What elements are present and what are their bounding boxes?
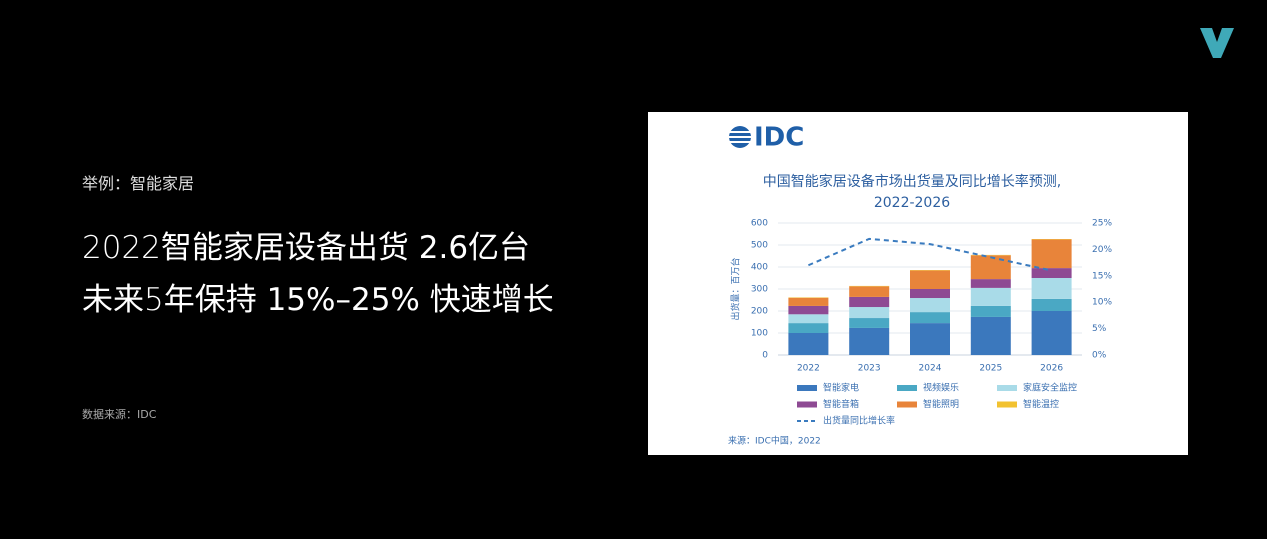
bar-segment [910,312,950,324]
legend-label: 出货量同比增长率 [823,415,895,427]
bar-segment [910,298,950,313]
legend-swatch [897,401,917,408]
y-tick-label: 300 [751,285,768,295]
x-tick-label: 2026 [1040,364,1063,374]
x-tick-label: 2024 [919,364,942,374]
chart-source: 来源：IDC中国，2022 [728,435,821,447]
y2-tick-label: 20% [1092,245,1112,255]
bar-segment [788,333,829,355]
headline-highlight: 15%–25% [266,282,420,318]
legend-swatch [797,401,817,408]
source-note: 数据来源：IDC [82,408,157,421]
bar-segment [788,297,829,306]
bar-segment [1031,239,1072,269]
chart-title: 中国智能家居设备市场出货量及同比增长率预测, [763,173,1061,190]
x-tick-label: 2025 [979,364,1002,374]
y-tick-label: 600 [751,219,768,229]
bar-segment [1031,311,1072,355]
legend-label: 视频娱乐 [923,382,959,394]
y-tick-label: 100 [751,329,768,339]
y-axis-label: 出货量：百万台 [730,257,742,320]
y2-tick-label: 15% [1092,271,1112,281]
bar-segment [970,316,1011,355]
y2-tick-label: 5% [1092,324,1107,334]
y-tick-label: 200 [751,307,768,317]
bar-segment [970,279,1011,288]
headline-text: 2022智能家居设备出货 [82,230,419,266]
bar-segment [849,286,890,297]
legend-label: 智能照明 [923,398,959,410]
headline-text: 快速增长 [419,282,554,318]
y2-tick-label: 10% [1092,298,1112,308]
idc-mark [728,126,752,148]
legend-swatch [897,385,917,391]
legend-label: 智能家电 [823,382,859,394]
bar-segment [849,327,890,355]
bar-segment [788,314,829,324]
bar-segment [910,289,950,299]
bar-segment [1031,268,1072,278]
bar-segment [1031,298,1072,311]
legend-swatch [997,401,1017,408]
brand-logo [1200,28,1234,58]
example-label: 举例：智能家居 [82,174,195,193]
bar-segment [970,305,1011,317]
bar-segment [849,296,890,308]
bar-segment [1031,278,1072,299]
logo-text: IDC [754,123,804,153]
headline-text: 未来5年保持 [82,282,267,318]
legend-swatch [997,385,1017,391]
headline: 未来5年保持 15%–25% 快速增长 [82,274,554,319]
growth-line [808,237,1052,272]
y-tick-label: 400 [751,263,768,273]
legend-label: 智能温控 [1023,398,1059,410]
legend-swatch [797,385,817,391]
bar-segment [849,318,890,328]
headline: 2022智能家居设备出货 2.6亿台 [82,222,530,267]
y-tick-label: 0 [762,351,768,361]
bar-segment [910,323,950,355]
bar-segment [788,305,829,315]
y2-tick-label: 0% [1092,351,1107,361]
x-tick-label: 2022 [797,364,820,374]
bar-segment [970,255,1011,280]
x-tick-label: 2023 [858,364,881,374]
chart-title: 2022-2026 [874,195,950,211]
y-tick-label: 500 [751,241,768,251]
bar-segment [849,307,890,319]
y2-tick-label: 25% [1092,219,1112,229]
headline-highlight: 2.6亿台 [418,230,531,266]
legend-label: 智能音箱 [823,398,859,410]
bar-segment [910,270,950,289]
legend-label: 家庭安全监控 [1023,382,1077,394]
bar-segment [788,323,829,333]
bar-segment [970,287,1011,306]
